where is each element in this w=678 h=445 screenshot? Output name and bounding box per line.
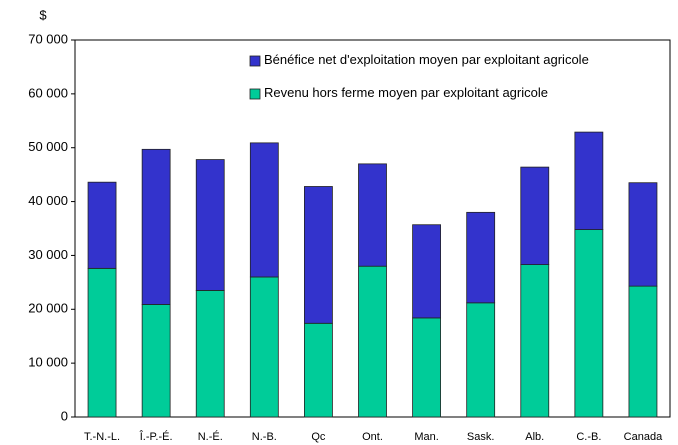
- legend-swatch: [249, 55, 261, 67]
- x-tick-label: Î.-P.-É.: [139, 430, 173, 443]
- bar-segment: [249, 142, 279, 278]
- x-tick-label: Man.: [414, 431, 438, 443]
- y-tick-label: 0: [61, 408, 68, 423]
- bar-segment: [628, 285, 658, 418]
- x-tick-label: N.-É.: [198, 430, 223, 443]
- bar-segment: [628, 182, 658, 287]
- x-tick-label: Sask.: [467, 431, 495, 443]
- x-tick-label: Canada: [624, 431, 663, 443]
- bar-segment: [466, 211, 496, 304]
- bar-segment: [195, 159, 225, 291]
- y-tick-label: 20 000: [28, 301, 68, 316]
- x-tick-label: Qc: [311, 431, 326, 443]
- legend-label: Revenu hors ferme moyen par exploitant a…: [264, 86, 548, 100]
- bar-segment: [574, 131, 604, 230]
- x-tick-label: Alb.: [525, 431, 544, 443]
- bar-segment: [358, 163, 387, 267]
- bar-segment: [141, 148, 171, 305]
- legend-label: Bénéfice net d'exploitation moyen par ex…: [264, 53, 589, 67]
- y-tick-label: 40 000: [28, 193, 68, 208]
- bar-segment: [87, 267, 117, 418]
- x-tick-label: T.-N.-L.: [84, 431, 120, 443]
- bar-segment: [304, 322, 333, 418]
- bar-segment: [87, 181, 117, 269]
- bar-segment: [249, 276, 279, 418]
- bar-segment: [141, 304, 171, 418]
- bar-segment: [412, 317, 441, 418]
- bar-segment: [195, 290, 225, 418]
- bar-segment: [520, 264, 550, 418]
- legend-item: Revenu hors ferme moyen par exploitant a…: [264, 86, 548, 100]
- y-tick-label: 70 000: [28, 31, 68, 46]
- x-tick-label: N.-B.: [252, 431, 277, 443]
- x-tick-label: Ont.: [362, 431, 383, 443]
- y-tick-label: 50 000: [28, 139, 68, 154]
- y-tick-label: 60 000: [28, 85, 68, 100]
- legend-item: Bénéfice net d'exploitation moyen par ex…: [264, 53, 589, 67]
- bar-segment: [574, 229, 604, 418]
- bar-segment: [466, 302, 496, 418]
- bar-segment: [358, 265, 387, 418]
- y-tick-label: 10 000: [28, 355, 68, 370]
- x-tick-label: C.-B.: [576, 431, 601, 443]
- y-unit: $: [39, 7, 47, 22]
- legend-swatch: [249, 88, 261, 100]
- y-tick-label: 30 000: [28, 247, 68, 262]
- bar-segment: [304, 186, 333, 324]
- bar-segment: [520, 166, 550, 265]
- bar-segment: [412, 224, 441, 319]
